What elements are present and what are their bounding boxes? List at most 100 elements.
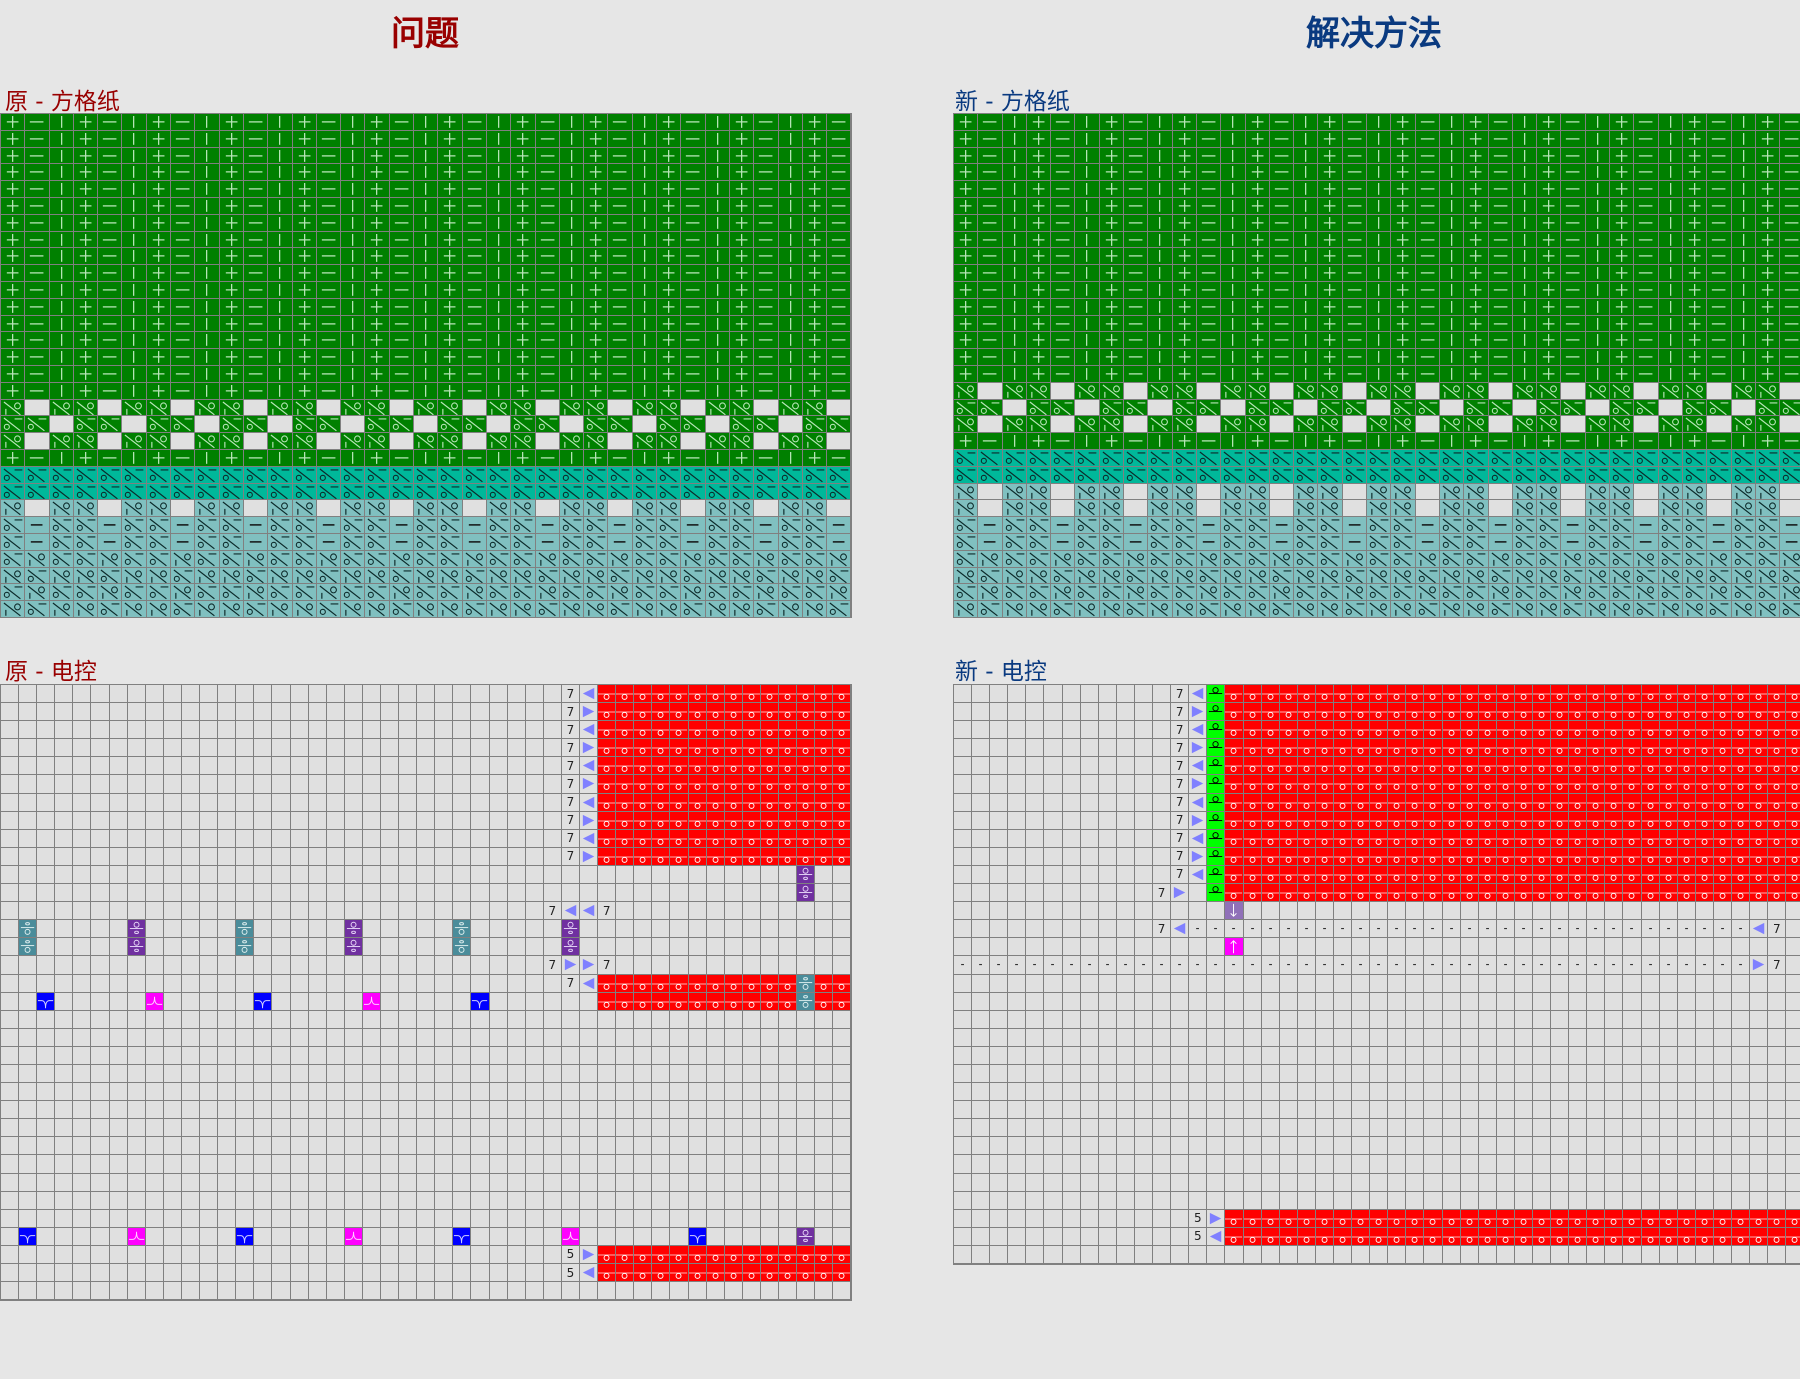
bar-symbol-cell[interactable] [706, 215, 729, 231]
bar-symbol-cell[interactable] [1367, 181, 1390, 197]
tuck-right-symbol-cell[interactable] [706, 433, 729, 449]
minus-symbol-cell[interactable] [1197, 181, 1220, 197]
bar-symbol-cell[interactable] [341, 248, 364, 264]
bar-symbol-cell[interactable] [50, 181, 73, 197]
bar-symbol-cell[interactable] [268, 198, 291, 214]
plus-symbol-cell[interactable] [293, 450, 316, 466]
bar-symbol-cell[interactable] [633, 248, 656, 264]
plus-symbol-cell[interactable] [1464, 198, 1487, 214]
bar-symbol-cell[interactable] [1732, 114, 1755, 130]
bar-symbol-cell[interactable] [1659, 215, 1682, 231]
plus-symbol-cell[interactable] [220, 282, 243, 298]
minus-symbol-cell[interactable] [98, 366, 121, 382]
tuck-right-symbol-cell[interactable] [268, 400, 291, 416]
bar-symbol-cell[interactable] [1440, 198, 1463, 214]
minus-symbol-cell[interactable] [754, 316, 777, 332]
tuck-right-symbol-cell[interactable] [341, 568, 364, 584]
tuck-right-symbol-cell[interactable] [827, 551, 850, 567]
tuck-left-symbol-cell[interactable] [511, 484, 534, 500]
plus-symbol-cell[interactable] [511, 349, 534, 365]
tuck-left-symbol-cell[interactable] [171, 568, 194, 584]
tuck-left-symbol-cell[interactable] [293, 517, 316, 533]
empty-cell-cell[interactable] [98, 500, 121, 516]
minus-symbol-cell[interactable] [171, 164, 194, 180]
minus-symbol-cell[interactable] [98, 282, 121, 298]
minus-symbol-cell[interactable] [244, 299, 267, 315]
tuck-right-symbol-cell[interactable] [268, 433, 291, 449]
plus-symbol-cell[interactable] [584, 164, 607, 180]
minus-symbol-cell[interactable] [1270, 215, 1293, 231]
plus-symbol-cell[interactable] [730, 148, 753, 164]
minus-symbol-cell[interactable] [463, 316, 486, 332]
minus-symbol-cell[interactable] [1051, 232, 1074, 248]
plus-symbol-cell[interactable] [1537, 232, 1560, 248]
tuck-left-symbol-cell[interactable] [293, 534, 316, 550]
minus-symbol-cell[interactable] [608, 383, 631, 399]
tuck-right-symbol-cell[interactable] [730, 433, 753, 449]
minus-symbol-cell[interactable] [827, 164, 850, 180]
tuck-left-symbol-cell[interactable] [754, 568, 777, 584]
minus-symbol-cell[interactable] [1416, 198, 1439, 214]
plus-symbol-cell[interactable] [365, 450, 388, 466]
minus-symbol-cell[interactable] [98, 215, 121, 231]
tuck-right-symbol-cell[interactable] [536, 584, 559, 600]
minus-symbol-cell[interactable] [1561, 232, 1584, 248]
minus-symbol-cell[interactable] [1489, 198, 1512, 214]
bar-symbol-cell[interactable] [195, 349, 218, 365]
plus-symbol-cell[interactable] [730, 265, 753, 281]
tuck-right-symbol-cell[interactable] [195, 568, 218, 584]
bar-symbol-cell[interactable] [50, 332, 73, 348]
tuck-right-symbol-cell[interactable] [511, 433, 534, 449]
plus-symbol-cell[interactable] [147, 248, 170, 264]
minus-symbol-cell[interactable] [1707, 232, 1730, 248]
plus-symbol-cell[interactable] [803, 299, 826, 315]
minus-symbol-cell[interactable] [25, 366, 48, 382]
minus-symbol-cell[interactable] [98, 316, 121, 332]
plus-symbol-cell[interactable] [147, 366, 170, 382]
minus-symbol-cell[interactable] [171, 349, 194, 365]
bar-symbol-cell[interactable] [195, 164, 218, 180]
bar-symbol-cell[interactable] [341, 265, 364, 281]
minus-symbol-cell[interactable] [244, 232, 267, 248]
bar-symbol-cell[interactable] [341, 383, 364, 399]
minus-symbol-cell[interactable] [98, 450, 121, 466]
plus-symbol-cell[interactable] [293, 148, 316, 164]
tuck-left-symbol-cell[interactable] [438, 416, 461, 432]
minus-symbol-cell[interactable] [827, 299, 850, 315]
minus-symbol-cell[interactable] [25, 164, 48, 180]
minus-symbol-cell[interactable] [1780, 164, 1800, 180]
bar-symbol-cell[interactable] [560, 181, 583, 197]
minus-symbol-cell[interactable] [1124, 114, 1147, 130]
tuck-left-symbol-cell[interactable] [1, 584, 24, 600]
tuck-left-symbol-cell[interactable] [25, 416, 48, 432]
bar-symbol-cell[interactable] [122, 349, 145, 365]
bar-symbol-cell[interactable] [1294, 148, 1317, 164]
minus-symbol-cell[interactable] [25, 248, 48, 264]
bar-symbol-cell[interactable] [268, 383, 291, 399]
minus-symbol-cell[interactable] [463, 282, 486, 298]
bar-symbol-cell[interactable] [1367, 215, 1390, 231]
bar-symbol-cell[interactable] [1221, 181, 1244, 197]
empty-cell-cell[interactable] [317, 400, 340, 416]
tuck-right-symbol-cell[interactable] [584, 500, 607, 516]
minus-symbol-cell[interactable] [244, 248, 267, 264]
tuck-left-symbol-cell[interactable] [98, 467, 121, 483]
plus-symbol-cell[interactable] [1464, 181, 1487, 197]
plus-symbol-cell[interactable] [584, 198, 607, 214]
bar-symbol-cell[interactable] [560, 366, 583, 382]
tuck-right-symbol-cell[interactable] [487, 400, 510, 416]
empty-cell-cell[interactable] [827, 433, 850, 449]
plus-symbol-cell[interactable] [220, 164, 243, 180]
bar-symbol-cell[interactable] [560, 450, 583, 466]
dash-symbol-cell[interactable] [98, 534, 121, 550]
tuck-right-symbol-cell[interactable] [74, 568, 97, 584]
plus-symbol-cell[interactable] [1318, 131, 1341, 147]
minus-symbol-cell[interactable] [1343, 164, 1366, 180]
bar-symbol-cell[interactable] [50, 248, 73, 264]
bar-symbol-cell[interactable] [633, 282, 656, 298]
plus-symbol-cell[interactable] [220, 248, 243, 264]
minus-symbol-cell[interactable] [244, 148, 267, 164]
tuck-left-symbol-cell[interactable] [74, 551, 97, 567]
tuck-right-symbol-cell[interactable] [1, 433, 24, 449]
plus-symbol-cell[interactable] [1246, 232, 1269, 248]
